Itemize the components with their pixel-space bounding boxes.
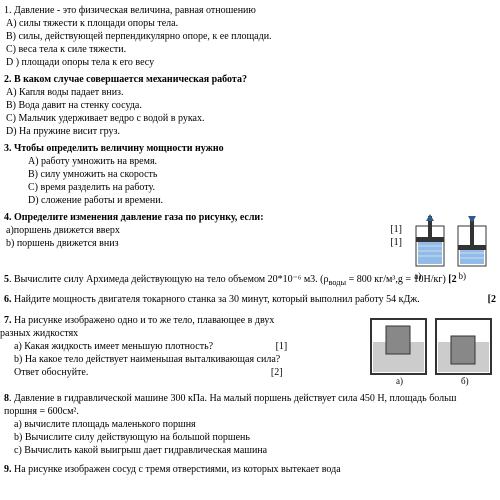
question-8: 8. 8. Давление в гидравлической машине 3…: [4, 392, 496, 457]
q7-title: 7. 7. На рисунке изображено одно и то же…: [4, 314, 362, 327]
question-3: 3. Чтобы определить величину мощности ну…: [4, 142, 496, 207]
q3-option-b: B) силу умножить на скорость: [4, 168, 496, 181]
q1-option-a: A) силы тяжести к площади опоры тела.: [4, 17, 496, 30]
q4-title: 4. Определите изменения давление газа по…: [4, 211, 386, 224]
q7-figure: а) б): [366, 314, 496, 386]
q6-text: 6. 6. Найдите мощность двигателя токарно…: [4, 293, 496, 306]
question-6: 6. 6. Найдите мощность двигателя токарно…: [4, 293, 496, 306]
q7-fig-b-label: б): [461, 376, 469, 386]
q8-option-c: c) Вычислить какой выигрыш дает гидравли…: [4, 444, 496, 457]
question-4-row: 4. Определите изменения давление газа по…: [4, 211, 496, 271]
q2-option-c: C) Мальчик удерживает ведро с водой в ру…: [4, 112, 496, 125]
q4-mark-a: [1]: [390, 223, 402, 236]
question-2: 2. В каком случае совершается механическ…: [4, 73, 496, 138]
q8-option-a: a) вычислите площадь маленького поршня: [4, 418, 496, 431]
question-1: 1. Давление - это физическая величина, р…: [4, 4, 496, 69]
floating-body-diagram-icon: а) б): [366, 314, 496, 386]
question-7-row: 7. 7. На рисунке изображено одно и то же…: [4, 314, 496, 386]
q9-title: 9. 9. На рисунке изображен сосуд с тремя…: [4, 463, 496, 476]
q4-option-a: a)поршень движется вверх: [4, 224, 386, 237]
q3-option-d: D) сложение работы и времени.: [4, 194, 496, 207]
q2-option-a: A) Капля воды падает вниз.: [4, 86, 496, 99]
q3-title: 3. Чтобы определить величину мощности ну…: [4, 142, 496, 155]
q1-title: 1. Давление - это физическая величина, р…: [4, 4, 496, 17]
q2-title: 2. В каком случае совершается механическ…: [4, 73, 496, 86]
q5-fig-label-b: b): [459, 271, 467, 281]
q1-option-b: B) силы, действующей перпендикулярно опо…: [4, 30, 496, 43]
q8-option-b: b) Вычислите силу действующую на большой…: [4, 431, 496, 444]
q2-option-b: B) Вода давит на стенку сосуда.: [4, 99, 496, 112]
question-9: 9. 9. На рисунке изображен сосуд с тремя…: [4, 463, 496, 476]
q1-option-c: C) веса тела к силе тяжести.: [4, 43, 496, 56]
q5-fig-label-a: а): [414, 271, 421, 281]
q7-title2: разных жидкостях: [0, 327, 362, 340]
q7-option-b: b) На какое тело действует наименьшая вы…: [4, 353, 362, 366]
piston-diagram-icon: [406, 211, 496, 271]
q4-figure: [406, 211, 496, 271]
q1-option-d: D ) площади опоры тела к его весу: [4, 56, 496, 69]
q4-mark-b: [1]: [390, 236, 402, 249]
question-7: 7. 7. На рисунке изображено одно и то же…: [4, 314, 362, 379]
q3-option-a: A) работу умножить на время.: [4, 155, 496, 168]
question-4: 4. Определите изменения давление газа по…: [4, 211, 386, 250]
q4-option-b: b) поршень движется вниз: [4, 237, 386, 250]
q7-fig-a-label: а): [396, 376, 403, 386]
q7-option-c: Ответ обоснуйте. [2]: [4, 366, 362, 379]
q4-marks: [1] [1]: [390, 223, 402, 249]
q2-option-d: D) На пружине висит груз.: [4, 125, 496, 138]
q8-title: 8. 8. Давление в гидравлической машине 3…: [4, 392, 496, 405]
question-5: 55. Вычислите силу Архимеда действующую …: [4, 273, 496, 283]
q8-title2: поршня = 600см².: [4, 405, 496, 418]
q3-option-c: C) время разделить на работу.: [4, 181, 496, 194]
q7-option-a: a) Какая жидкость имеет меньшую плотност…: [4, 340, 362, 353]
